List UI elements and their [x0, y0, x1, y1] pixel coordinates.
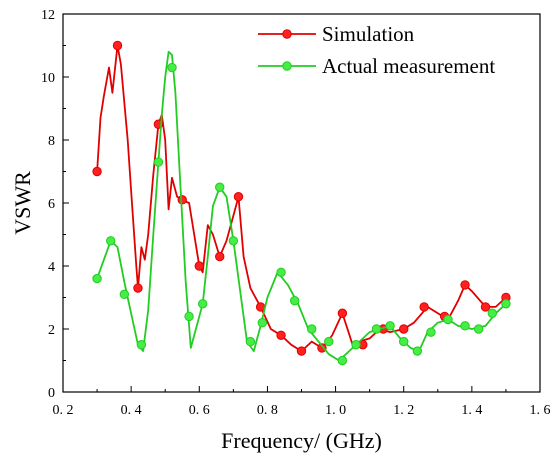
data-point-actual-measurement — [197, 299, 208, 309]
data-point-simulation — [296, 346, 307, 356]
x-tick-label: 0. 2 — [53, 403, 74, 418]
legend-label-actual-measurement: Actual measurement — [322, 54, 495, 78]
y-tick-label: 2 — [48, 323, 55, 338]
x-tick-label: 0. 8 — [257, 403, 278, 418]
data-point-simulation — [133, 283, 143, 293]
data-point-actual-measurement — [473, 324, 484, 334]
data-point-actual-measurement — [426, 327, 436, 337]
y-tick-label: 4 — [48, 260, 55, 275]
data-point-simulation — [399, 324, 409, 334]
data-point-simulation — [460, 280, 470, 290]
data-point-actual-measurement — [443, 314, 453, 325]
data-point-simulation — [194, 261, 204, 271]
data-point-actual-measurement — [307, 324, 317, 334]
data-point-actual-measurement — [337, 355, 348, 366]
y-axis-title: VSWR — [10, 171, 35, 235]
data-point-actual-measurement — [119, 289, 130, 300]
data-point-actual-measurement — [289, 295, 300, 306]
data-point-actual-measurement — [399, 336, 409, 347]
data-point-actual-measurement — [487, 308, 497, 318]
y-tick-label: 0 — [48, 386, 55, 401]
data-point-simulation — [276, 330, 286, 340]
data-point-simulation — [92, 166, 102, 177]
data-point-actual-measurement — [215, 182, 225, 192]
x-tick-label: 0. 6 — [189, 403, 210, 418]
data-point-simulation — [215, 251, 225, 262]
data-point-simulation — [419, 302, 429, 312]
legend-label-simulation: Simulation — [322, 22, 415, 46]
y-tick-label: 6 — [48, 197, 55, 212]
series-line-actual-measurement — [96, 50, 507, 362]
y-tick-label: 8 — [48, 134, 55, 149]
data-point-actual-measurement — [501, 299, 511, 309]
data-point-actual-measurement — [351, 340, 361, 350]
data-point-actual-measurement — [228, 236, 239, 246]
data-point-actual-measurement — [245, 336, 256, 347]
data-point-actual-measurement — [184, 311, 194, 322]
y-tick-label: 12 — [41, 8, 55, 23]
data-point-simulation — [112, 40, 123, 51]
data-point-simulation — [337, 308, 348, 318]
data-point-actual-measurement — [276, 267, 286, 277]
x-tick-label: 1. 2 — [393, 403, 414, 418]
data-point-actual-measurement — [412, 346, 423, 356]
y-tick-label: 10 — [41, 71, 55, 86]
legend-marker-simulation — [282, 29, 292, 39]
series-line-simulation — [96, 44, 507, 353]
data-point-actual-measurement — [460, 321, 470, 331]
data-point-actual-measurement — [136, 340, 147, 350]
data-point-simulation — [317, 343, 327, 353]
series-layer — [92, 40, 511, 366]
x-axis-title: Frequency/ (GHz) — [221, 428, 382, 453]
legend: Simulation Actual measurement — [258, 22, 495, 78]
data-point-simulation — [480, 302, 491, 312]
data-point-actual-measurement — [153, 157, 164, 167]
x-axis-ticks: 0. 2 0. 4 0. 6 0. 8 1. 0 1. 2 1. 4 1. 6 — [53, 386, 550, 418]
data-point-actual-measurement — [385, 321, 395, 331]
x-tick-label: 0. 4 — [121, 403, 142, 418]
x-tick-label: 1. 4 — [461, 403, 482, 418]
x-tick-label: 1. 6 — [530, 403, 550, 418]
legend-marker-actual-measurement — [282, 61, 292, 71]
data-point-actual-measurement — [167, 62, 177, 73]
data-point-simulation — [233, 192, 244, 202]
y-axis-ticks: 0 2 4 6 8 10 12 — [41, 8, 69, 401]
x-tick-label: 1. 0 — [325, 403, 346, 418]
data-point-actual-measurement — [92, 273, 102, 284]
data-point-actual-measurement — [257, 318, 268, 328]
data-point-actual-measurement — [371, 324, 382, 334]
data-point-actual-measurement — [324, 336, 334, 347]
data-point-actual-measurement — [106, 236, 116, 246]
